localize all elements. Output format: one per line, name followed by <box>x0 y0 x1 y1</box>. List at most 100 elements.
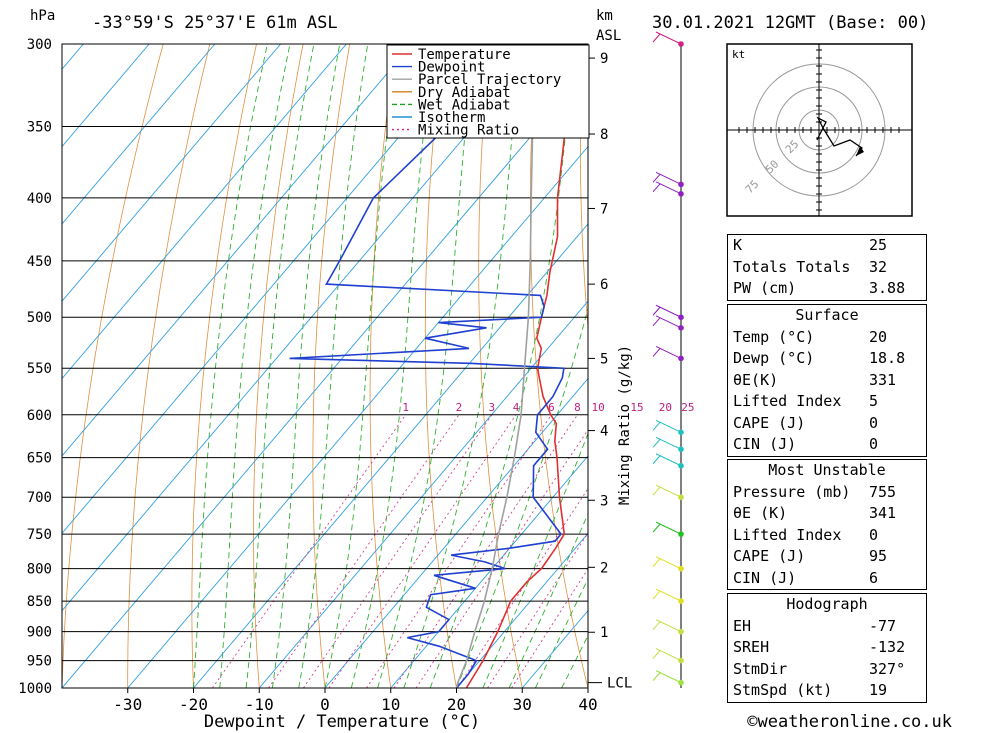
wind-barb-flag <box>652 348 661 357</box>
x-tick-label: -10 <box>245 695 274 714</box>
wind-barb-flag <box>652 174 661 183</box>
wind-level-dot <box>678 355 684 362</box>
series-temperature <box>465 47 588 688</box>
x-tick-label: 30 <box>513 695 532 714</box>
wind-barb <box>655 670 682 684</box>
mixing-ratio-label: 4 <box>513 401 520 414</box>
mixing-ratio-label: 6 <box>548 401 555 414</box>
wet-adiabat <box>245 44 315 688</box>
pressure-tick-label: 450 <box>27 254 52 270</box>
wet-adiabat <box>350 44 435 688</box>
index-row-totals: Totals Totals 32 <box>733 257 888 276</box>
location-title: -33°59'S 25°37'E 61m ASL <box>92 13 338 33</box>
mixing-ratio-line <box>366 414 552 688</box>
km-tick-label: 9 <box>600 51 608 67</box>
pressure-tick-label: 350 <box>27 119 52 135</box>
wind-barb-flag <box>652 650 661 659</box>
wind-barb-flag <box>652 438 661 448</box>
hodo-row: StmDir 327° <box>733 659 906 678</box>
legend-entry: Dewpoint <box>418 60 485 76</box>
hodo-row: EH -77 <box>733 616 897 635</box>
wind-barb-flag <box>652 183 661 193</box>
surface-row: θE(K) 331 <box>733 370 897 389</box>
x-axis-label: Dewpoint / Temperature (°C) <box>204 712 480 732</box>
wet-adiabat <box>534 577 588 688</box>
wind-barb-flag <box>652 486 661 496</box>
isotherm <box>62 44 150 148</box>
isotherm <box>127 145 588 688</box>
mixing-ratio-label: 15 <box>630 401 643 414</box>
wind-barb <box>655 315 682 329</box>
isotherm <box>62 44 479 534</box>
surface-row: Lifted Index 5 <box>733 392 879 410</box>
hpa-unit: hPa <box>30 8 55 24</box>
wind-barb <box>655 521 682 535</box>
mu-row: CIN (J) 6 <box>733 568 879 587</box>
mixing-ratio-label: 1 <box>402 401 409 414</box>
pressure-tick-label: 850 <box>27 594 52 610</box>
x-tick-label: 20 <box>447 695 466 714</box>
dry-adiabat <box>956 44 1000 688</box>
surface-row: CIN (J) 0 <box>733 435 879 453</box>
background-lines <box>62 44 1000 688</box>
mu-row: θE (K) 341 <box>733 504 897 522</box>
pressure-tick-label: 500 <box>27 310 52 326</box>
mixing-ratio-label: 20 <box>659 401 672 414</box>
wind-barb <box>655 345 682 359</box>
wind-barb-flag <box>652 33 661 43</box>
dry-adiabat <box>253 44 304 688</box>
wind-barb <box>655 648 682 662</box>
wind-barb <box>655 453 682 467</box>
legend-entry: Dry Adiabat <box>418 85 511 101</box>
most-unstable-table: Most Unstable Pressure (mb) 755 θE (K) 341… <box>727 459 927 590</box>
mixing-ratio-label: 8 <box>574 401 581 414</box>
wind-barb <box>655 31 682 45</box>
index-row-k: K 25 <box>733 236 888 254</box>
isotherm <box>62 44 347 380</box>
wind-barb <box>655 436 682 450</box>
pressure-tick-label: 950 <box>27 654 52 670</box>
wind-level-dot <box>678 314 684 321</box>
isotherm <box>62 44 216 225</box>
legend-entry: Mixing Ratio <box>418 123 519 139</box>
dry-adiabat <box>369 44 397 688</box>
dry-adiabat <box>312 44 351 688</box>
axes: 1 2 3 4 6 8 10 15 20 2530035040045050055060065070… <box>18 37 694 714</box>
mixing-ratio-label: 3 <box>489 401 496 414</box>
mixing-ratio-line <box>268 414 460 688</box>
wind-barb <box>655 619 682 633</box>
wind-barb-flag <box>652 672 661 681</box>
km-tick-label: 7 <box>600 201 608 217</box>
dry-adiabat <box>191 44 257 688</box>
dry-adiabat <box>62 44 164 688</box>
series-parcel-trajectory <box>455 44 534 688</box>
wind-barb <box>655 181 682 195</box>
pressure-tick-label: 550 <box>27 361 52 377</box>
datetime-title: 30.01.2021 12GMT (Base: 00) <box>652 13 928 33</box>
mu-title: Most Unstable <box>768 461 886 479</box>
pressure-tick-label: 600 <box>27 408 52 424</box>
x-tick-label: 0 <box>320 695 330 714</box>
wet-adiabat <box>456 306 588 688</box>
wet-adiabat <box>508 512 588 688</box>
km-tick-label: 5 <box>600 351 608 367</box>
legend-entry: Isotherm <box>418 110 485 126</box>
pressure-tick-label: 650 <box>27 451 52 467</box>
hodo-row: SREH -132 <box>733 638 906 656</box>
hodograph-arrow <box>856 146 864 156</box>
wind-barb-flag <box>652 455 661 465</box>
legend-entry: Temperature <box>418 47 511 63</box>
pressure-tick-label: 900 <box>27 625 52 641</box>
isotherm <box>324 377 588 688</box>
legend-entry: Wet Adiabat <box>418 97 511 113</box>
isotherm <box>62 44 413 457</box>
x-tick-label: -20 <box>179 695 208 714</box>
isotherm <box>390 455 588 688</box>
profiles <box>289 44 588 688</box>
km-tick-label: 3 <box>600 493 608 509</box>
pressure-tick-label: 1000 <box>18 681 52 697</box>
hodo-title: Hodograph <box>786 595 868 613</box>
